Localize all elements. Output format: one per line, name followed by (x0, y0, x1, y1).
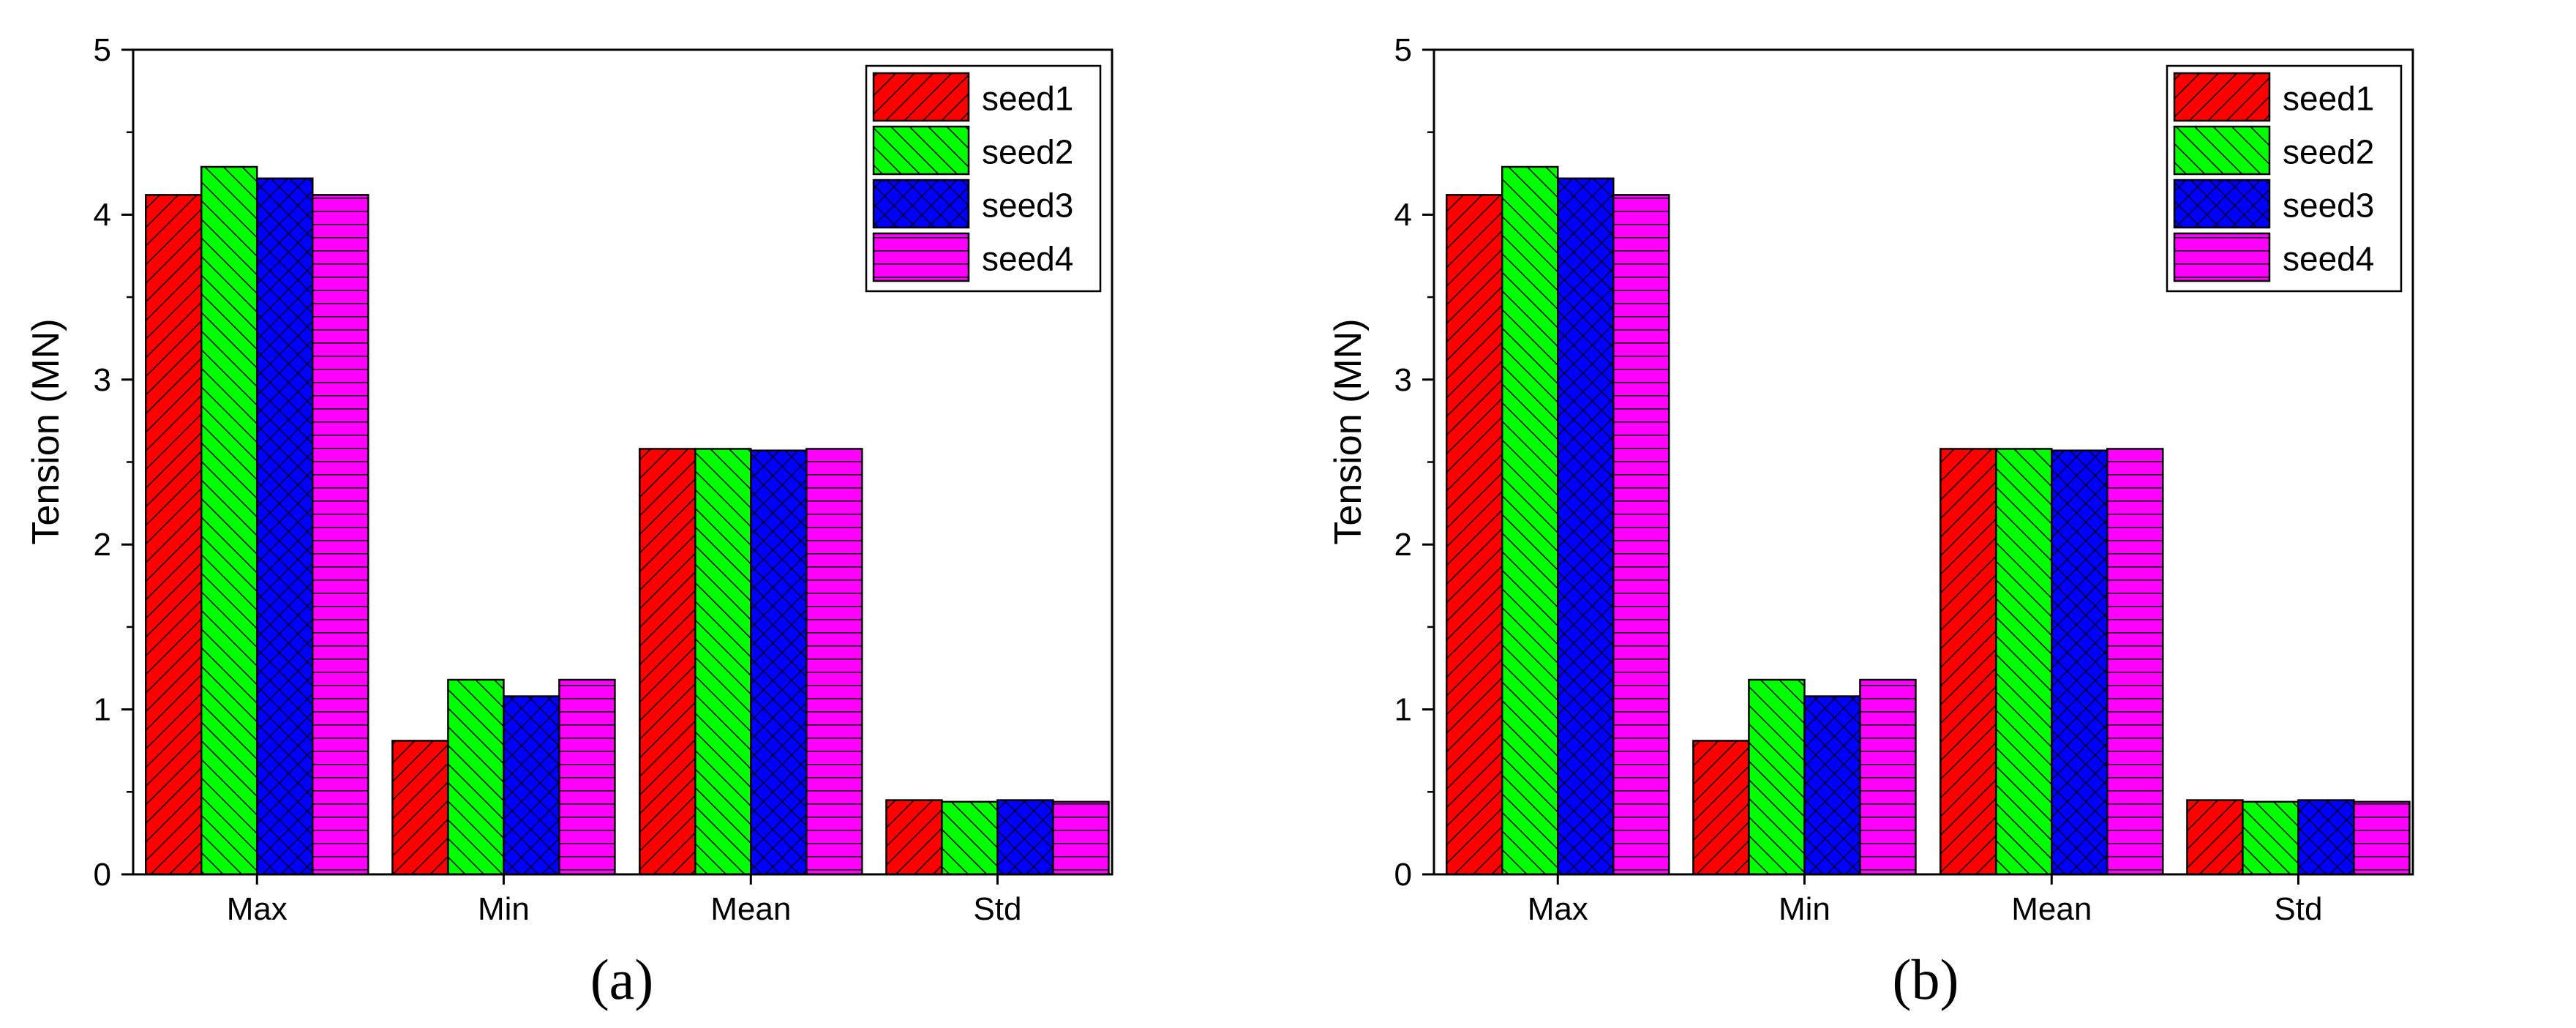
x-tick-label: Mean (2011, 891, 2092, 927)
bar-seed2-max (200, 165, 258, 876)
legend-b: seed1 seed2 seed3 seed4 (2166, 64, 2403, 293)
panel-label-a: (a) (590, 948, 654, 1011)
legend-label-seed1: seed1 (982, 80, 1073, 118)
x-tick-label: Max (227, 891, 288, 927)
legend-label-seed2: seed2 (2283, 133, 2374, 171)
legend-swatch-seed4 (2173, 232, 2271, 282)
y-tick-label: 2 (1394, 527, 1412, 563)
bar-seed2-mean (694, 448, 752, 876)
legend-swatch-seed1 (2173, 72, 2271, 122)
y-tick-label: 4 (94, 197, 111, 233)
y-tick-label: 1 (1394, 692, 1412, 728)
bar-seed3-mean (750, 449, 808, 876)
legend-swatch-seed2 (872, 125, 970, 176)
bar-seed1-std (885, 799, 943, 876)
bar-seed1-mean (639, 448, 696, 876)
y-tick-label: 3 (94, 362, 111, 398)
bar-seed2-max (1501, 165, 1559, 876)
legend-label-seed2: seed2 (982, 133, 1073, 171)
bar-seed4-max (312, 194, 369, 876)
panel-label-b: (b) (1893, 948, 1959, 1011)
y-tick-label: 0 (1394, 857, 1412, 893)
bar-seed1-min (1692, 740, 1750, 876)
bar-seed4-std (1052, 800, 1110, 876)
x-tick-label: Mean (710, 891, 791, 927)
bar-seed4-mean (806, 448, 863, 876)
legend-swatch-seed2 (2173, 125, 2271, 176)
bar-seed1-min (391, 740, 449, 876)
y-tick-label: 5 (94, 32, 111, 68)
bar-seed2-std (941, 800, 999, 876)
bar-seed3-mean (2051, 449, 2109, 876)
bar-seed4-max (1612, 194, 1670, 876)
x-tick-label: Max (1528, 891, 1588, 927)
legend-label-seed4: seed4 (2283, 240, 2374, 278)
bar-seed1-max (1446, 194, 1503, 876)
legend-label-seed3: seed3 (982, 187, 1073, 225)
legend-swatch-seed3 (872, 179, 970, 229)
bar-seed2-std (2242, 800, 2299, 876)
tick-labels-b: Max Min Mean Std 0 1 2 3 4 5 (1394, 32, 2323, 927)
bar-seed3-min (503, 695, 560, 876)
x-tick-label: Min (478, 891, 530, 927)
bar-seed4-min (1859, 678, 1917, 876)
y-tick-label: 5 (1394, 32, 1412, 68)
bar-seed3-max (256, 177, 314, 876)
bar-seed3-std (996, 799, 1054, 876)
y-axis-label-b: Tension (MN) (1327, 318, 1370, 544)
legend-a: seed1 seed2 seed3 seed4 (865, 64, 1102, 293)
bar-seed2-mean (1995, 448, 2053, 876)
legend-swatch-seed3 (2173, 179, 2271, 229)
bar-seed2-min (447, 678, 505, 876)
bar-seed1-mean (1939, 448, 1997, 876)
legend-label-seed3: seed3 (2283, 187, 2374, 225)
x-tick-label: Std (2274, 891, 2322, 927)
bar-seed1-std (2186, 799, 2244, 876)
x-tick-label: Min (1779, 891, 1830, 927)
bar-seed3-min (1803, 695, 1861, 876)
y-axis-label-a: Tension (MN) (25, 318, 67, 544)
axes-b (1422, 48, 2414, 885)
tick-labels-a: Max Min Mean Std 0 1 2 3 4 5 (94, 32, 1022, 927)
legend-label-seed4: seed4 (982, 240, 1073, 278)
bar-seed4-mean (2106, 448, 2164, 876)
bar-seed1-max (145, 194, 203, 876)
y-tick-label: 4 (1394, 197, 1412, 233)
y-tick-label: 2 (94, 527, 111, 563)
bar-seed3-max (1557, 177, 1615, 876)
x-tick-label: Std (973, 891, 1021, 927)
axes-a (121, 48, 1114, 885)
legend-swatch-seed4 (872, 232, 970, 282)
y-tick-label: 1 (94, 692, 111, 728)
legend-label-seed1: seed1 (2283, 80, 2374, 118)
y-tick-label: 3 (1394, 362, 1412, 398)
bar-seed2-min (1748, 678, 1806, 876)
bar-seed4-std (2353, 800, 2411, 876)
bar-marks-b (1446, 165, 2411, 876)
bar-marks-a (145, 165, 1110, 876)
legend-swatch-seed1 (872, 72, 970, 122)
bar-seed3-std (2297, 799, 2355, 876)
y-tick-label: 0 (94, 857, 111, 893)
bar-seed4-min (558, 678, 616, 876)
